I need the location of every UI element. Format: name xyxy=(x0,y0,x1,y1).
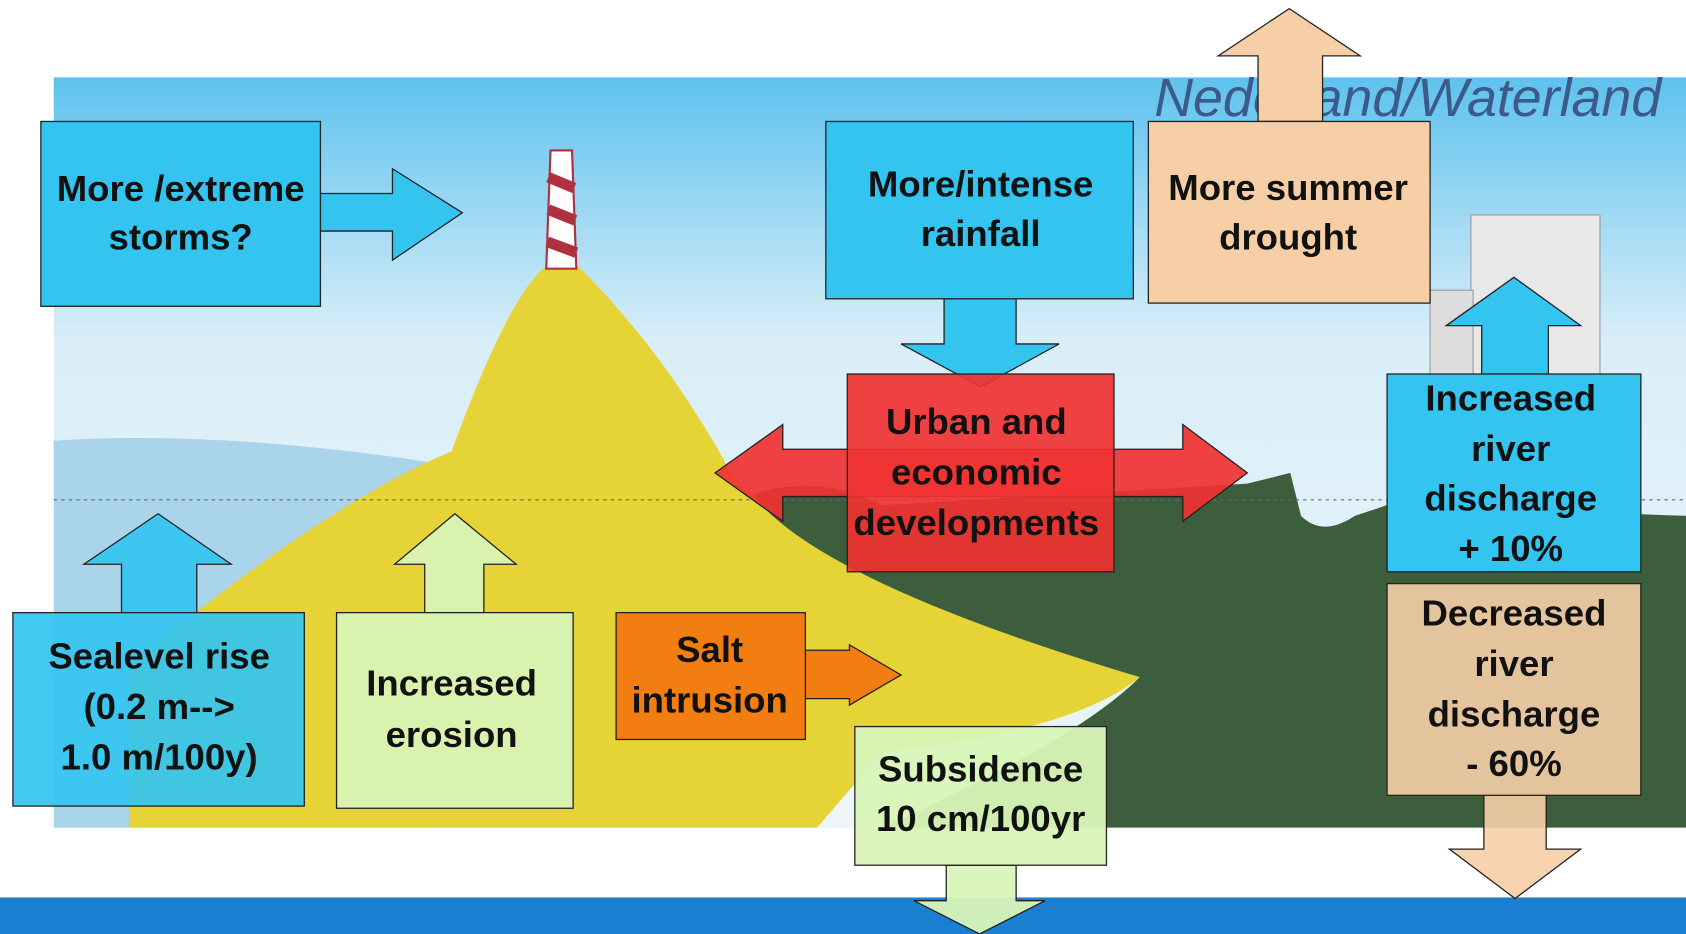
callout-label: + 10% xyxy=(1458,528,1563,569)
callout-label: (0.2 m--> xyxy=(83,686,234,727)
callout: More summer drought xyxy=(1148,9,1430,303)
callout-box xyxy=(41,121,321,306)
callout-label: Increased xyxy=(1425,378,1596,419)
callout-box xyxy=(1148,121,1430,303)
title: Nederland/Waterland xyxy=(1154,68,1663,128)
callout-label: Sealevel rise xyxy=(48,636,270,677)
callout-label: Subsidence xyxy=(878,748,1083,789)
callout-label: 1.0 m/100y) xyxy=(61,737,258,778)
callout-label: - 60% xyxy=(1466,743,1562,784)
callout-label: river xyxy=(1474,643,1553,684)
callout-label: More/intense xyxy=(868,164,1093,205)
callout-label: More summer xyxy=(1168,167,1408,208)
callout-box xyxy=(855,727,1107,866)
callout-label: erosion xyxy=(386,714,518,755)
callout-label: drought xyxy=(1219,216,1357,257)
callout: Decreased river discharge - 60% xyxy=(1387,584,1641,899)
footer-band xyxy=(0,897,1686,934)
callout-label: discharge xyxy=(1428,694,1601,735)
callout-label: Decreased xyxy=(1421,593,1606,634)
slide: Nederland/Waterland More /extreme storms?… xyxy=(0,0,1686,934)
callout-box xyxy=(826,121,1134,298)
callout-label: discharge xyxy=(1424,478,1597,519)
callout-label: Increased xyxy=(366,662,537,703)
callout-label: developments xyxy=(853,502,1099,543)
callout-label: storms? xyxy=(109,216,253,257)
callout-label: intrusion xyxy=(631,680,787,721)
callout-label: Urban and xyxy=(886,401,1067,442)
callout-label: More /extreme xyxy=(57,168,305,209)
callout-label: Salt xyxy=(676,629,743,670)
callout-label: river xyxy=(1471,428,1550,469)
callout-box xyxy=(337,613,574,809)
callout-label: economic xyxy=(891,452,1062,493)
callout-label: rainfall xyxy=(921,213,1041,254)
callout-label: 10 cm/100yr xyxy=(876,798,1085,839)
